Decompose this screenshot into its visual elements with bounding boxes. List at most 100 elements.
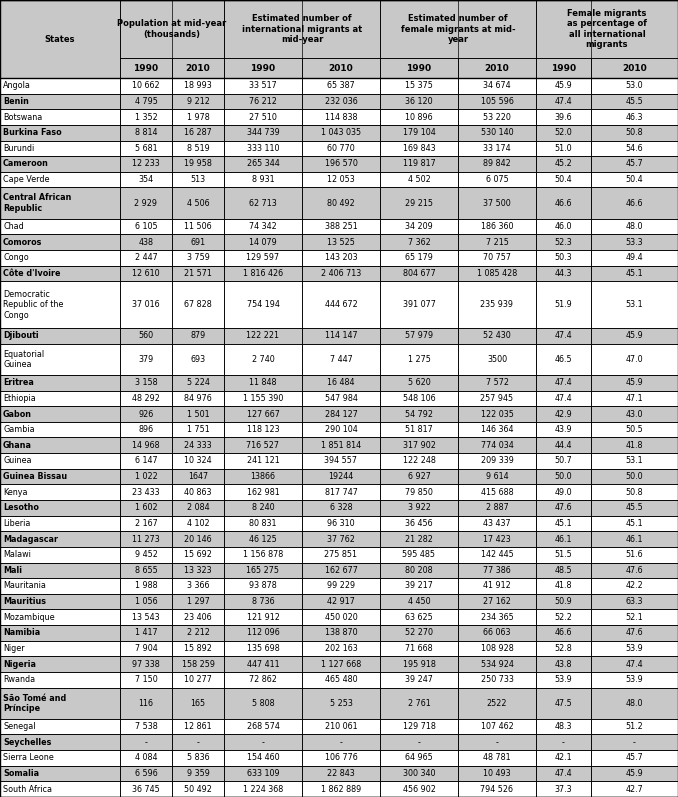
Bar (591, 547, 678, 563)
Bar (591, 281, 678, 328)
Text: 53.9: 53.9 (626, 675, 643, 685)
Bar (458, 672, 536, 688)
Bar (380, 58, 458, 78)
Text: 74 342: 74 342 (249, 222, 277, 231)
Text: 5 836: 5 836 (186, 753, 210, 763)
Bar (120, 250, 172, 265)
Text: 46.3: 46.3 (626, 112, 643, 122)
Bar (536, 375, 591, 391)
Text: 1 978: 1 978 (186, 112, 210, 122)
Text: 1990: 1990 (134, 64, 159, 73)
Text: 4 084: 4 084 (135, 753, 157, 763)
Text: Democratic
Republic of the
Congo: Democratic Republic of the Congo (3, 290, 63, 320)
Bar (591, 750, 678, 766)
Text: 50.3: 50.3 (555, 253, 572, 262)
Text: 42.2: 42.2 (626, 582, 643, 591)
Bar (0, 0, 120, 78)
Bar (302, 344, 380, 375)
Text: 53 220: 53 220 (483, 112, 511, 122)
Text: 595 485: 595 485 (403, 550, 435, 559)
Text: 415 688: 415 688 (481, 488, 513, 497)
Bar (120, 422, 172, 438)
Text: 548 106: 548 106 (403, 394, 435, 403)
Text: 34 674: 34 674 (483, 81, 511, 90)
Text: 162 677: 162 677 (325, 566, 357, 575)
Bar (172, 485, 224, 500)
Text: 46.1: 46.1 (555, 535, 572, 544)
Bar (224, 250, 302, 265)
Bar (120, 766, 172, 781)
Bar (380, 656, 458, 672)
Text: 20 146: 20 146 (184, 535, 212, 544)
Bar (0, 453, 120, 469)
Text: 716 527: 716 527 (247, 441, 279, 450)
Bar (172, 406, 224, 422)
Text: 43.8: 43.8 (555, 660, 572, 669)
Text: 9 212: 9 212 (186, 97, 210, 106)
Bar (536, 344, 591, 375)
Bar (120, 78, 172, 93)
Text: 209 339: 209 339 (481, 457, 513, 465)
Text: 8 931: 8 931 (252, 175, 275, 184)
Text: Liberia: Liberia (3, 519, 31, 528)
Text: 45.5: 45.5 (626, 504, 643, 512)
Text: Congo: Congo (3, 253, 28, 262)
Text: 162 981: 162 981 (247, 488, 279, 497)
Text: 36 456: 36 456 (405, 519, 433, 528)
Bar (120, 563, 172, 578)
Bar (120, 641, 172, 656)
Bar (0, 641, 120, 656)
Text: 234 365: 234 365 (481, 613, 513, 622)
Bar (458, 594, 536, 610)
Bar (172, 438, 224, 453)
Text: 45.1: 45.1 (555, 519, 572, 528)
Bar (224, 453, 302, 469)
Text: 6 328: 6 328 (330, 504, 353, 512)
Bar (224, 265, 302, 281)
Text: 154 460: 154 460 (247, 753, 279, 763)
Text: 79 850: 79 850 (405, 488, 433, 497)
Bar (591, 156, 678, 172)
Text: 265 344: 265 344 (247, 159, 279, 168)
Bar (0, 78, 120, 93)
Text: 47.6: 47.6 (626, 628, 643, 638)
Bar (302, 125, 380, 140)
Text: 1 224 368: 1 224 368 (243, 785, 283, 794)
Bar (302, 93, 380, 109)
Text: 129 597: 129 597 (246, 253, 279, 262)
Bar (224, 281, 302, 328)
Bar (120, 58, 172, 78)
Bar (224, 234, 302, 250)
Bar (591, 328, 678, 344)
Text: 46 125: 46 125 (249, 535, 277, 544)
Bar (302, 656, 380, 672)
Bar (0, 750, 120, 766)
Text: 64 965: 64 965 (405, 753, 433, 763)
Text: 14 968: 14 968 (132, 441, 160, 450)
Text: 45.9: 45.9 (626, 379, 643, 387)
Bar (172, 375, 224, 391)
Text: 465 480: 465 480 (325, 675, 357, 685)
Text: 93 878: 93 878 (249, 582, 277, 591)
Text: 12 610: 12 610 (132, 269, 160, 278)
Bar (0, 500, 120, 516)
Bar (224, 58, 302, 78)
Text: 15 692: 15 692 (184, 550, 212, 559)
Text: 1 127 668: 1 127 668 (321, 660, 361, 669)
Text: 13 543: 13 543 (132, 613, 160, 622)
Text: Mauritania: Mauritania (3, 582, 46, 591)
Bar (224, 406, 302, 422)
Bar (591, 172, 678, 187)
Text: 8 240: 8 240 (252, 504, 275, 512)
Bar (302, 187, 380, 218)
Bar (380, 328, 458, 344)
Bar (172, 516, 224, 532)
Bar (120, 344, 172, 375)
Text: -: - (562, 738, 565, 747)
Bar (591, 140, 678, 156)
Text: 51.6: 51.6 (626, 550, 643, 559)
Bar (302, 766, 380, 781)
Bar (591, 672, 678, 688)
Bar (172, 500, 224, 516)
Text: 106 776: 106 776 (325, 753, 357, 763)
